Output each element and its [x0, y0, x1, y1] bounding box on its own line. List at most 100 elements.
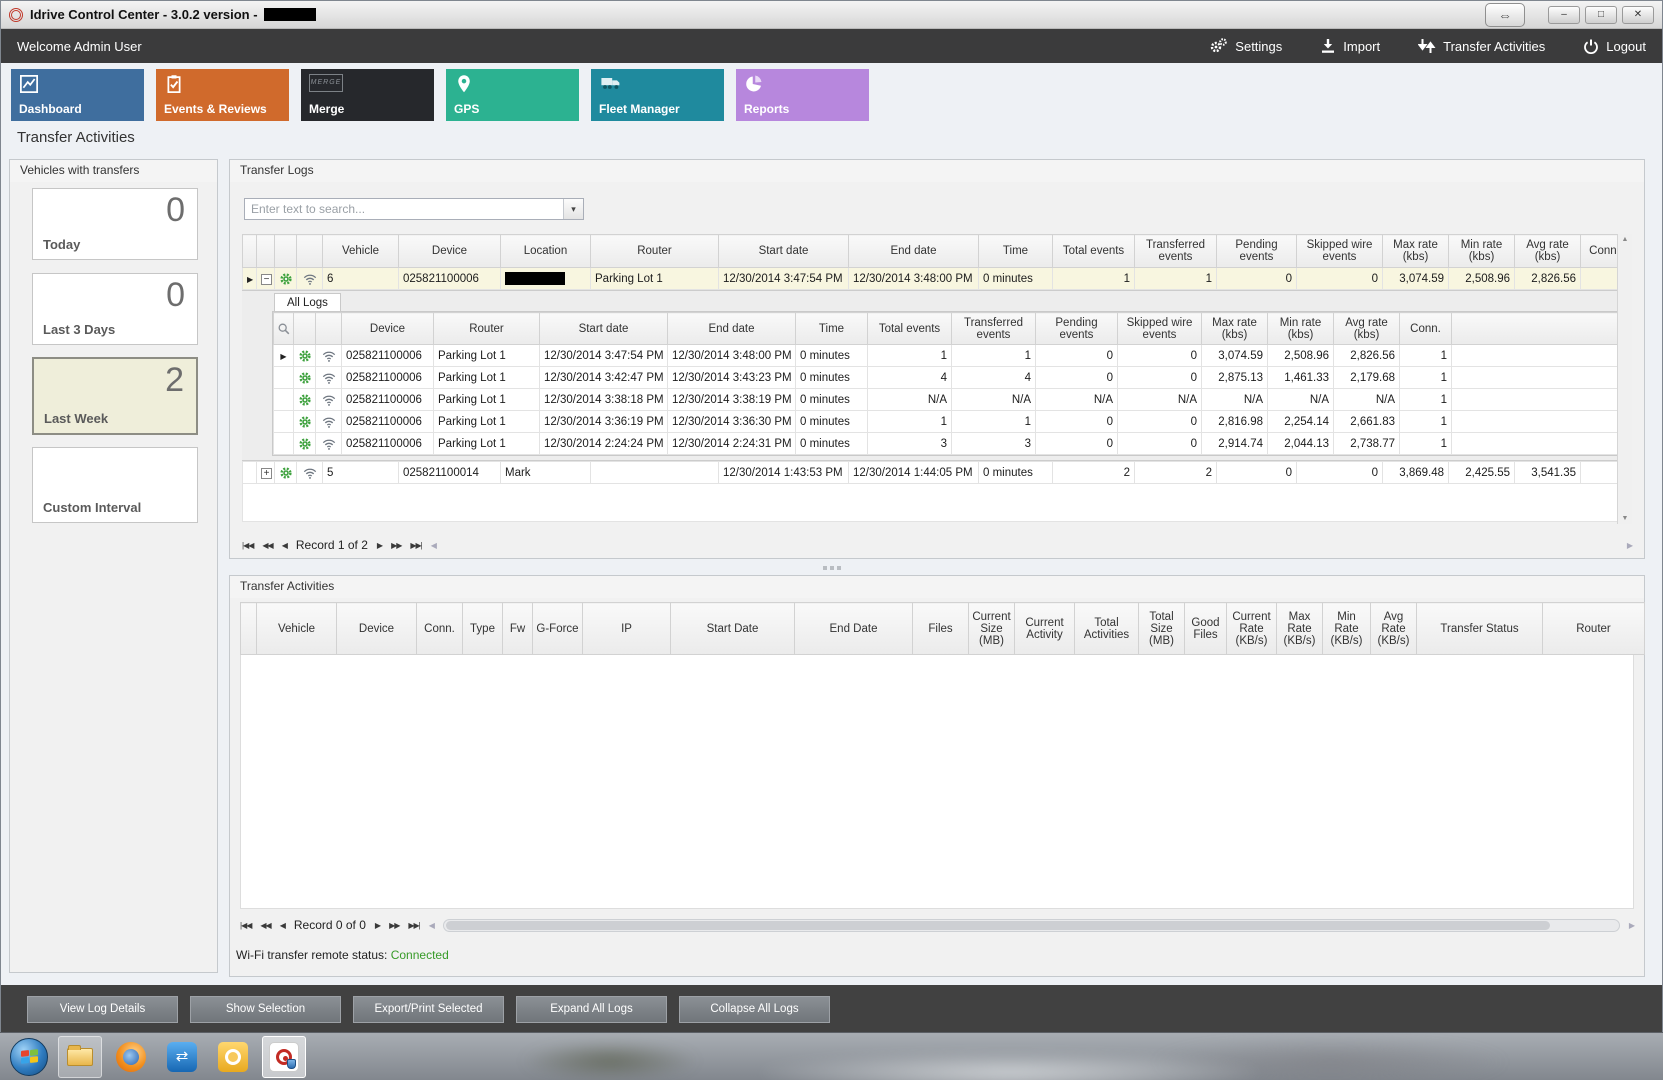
search-input[interactable]: [245, 199, 563, 219]
horizontal-scrollbar[interactable]: [442, 918, 1620, 932]
tab-fleet-manager[interactable]: Fleet Manager: [591, 69, 724, 121]
nav-next-icon[interactable]: ▶: [374, 920, 381, 930]
interval-card-today[interactable]: 0 Today: [32, 188, 198, 260]
windows-start-icon: [10, 1037, 48, 1076]
search-combo: ▾: [244, 198, 584, 220]
wifi-icon: [322, 415, 336, 429]
nav-first-icon[interactable]: |◀◀: [240, 920, 252, 930]
app-window: Idrive Control Center - 3.0.2 version - …: [0, 0, 1663, 1033]
settings-menu-item[interactable]: Settings: [1210, 38, 1282, 54]
gear-icon[interactable]: [279, 466, 293, 480]
power-icon: [1584, 39, 1599, 54]
page-title: Transfer Activities: [17, 129, 135, 146]
file-explorer-icon: [67, 1044, 93, 1066]
view-log-details-button[interactable]: View Log Details: [27, 995, 178, 1023]
interval-card-custom[interactable]: Custom Interval: [32, 447, 198, 523]
nav-prev-page-icon[interactable]: ◀◀: [260, 920, 271, 930]
tab-all-logs[interactable]: All Logs: [274, 293, 341, 311]
interval-card-last-3-days[interactable]: 0 Last 3 Days: [32, 273, 198, 345]
nav-prev-icon[interactable]: ◀: [279, 920, 286, 930]
show-selection-button[interactable]: Show Selection: [190, 995, 341, 1023]
nav-last-icon[interactable]: ▶▶|: [410, 540, 422, 550]
collapse-all-logs-button[interactable]: Collapse All Logs: [679, 995, 830, 1023]
title-bar: Idrive Control Center - 3.0.2 version - …: [1, 1, 1662, 29]
logs-record-navigator: |◀◀ ◀◀ ◀ Record 1 of 2 ▶ ▶▶ ▶▶| ◀ ▶: [242, 538, 1633, 552]
collapse-toggle-icon[interactable]: −: [261, 273, 272, 285]
location-redaction-box: [505, 272, 565, 285]
gear-icon[interactable]: [279, 272, 293, 286]
hscroll-left-icon[interactable]: ◀: [428, 920, 435, 930]
download-icon: [1322, 39, 1335, 53]
sublog-row[interactable]: 025821100006 Parking Lot 1 12/30/2014 3:…: [273, 388, 1627, 411]
nav-next-icon[interactable]: ▶: [376, 540, 383, 550]
sublog-row[interactable]: 025821100006 Parking Lot 1 12/30/2014 2:…: [273, 432, 1627, 455]
close-button[interactable]: ✕: [1622, 5, 1654, 24]
activities-record-navigator: |◀◀ ◀◀ ◀ Record 0 of 0 ▶ ▶▶ ▶▶| ◀ ▶: [240, 918, 1635, 932]
nav-prev-page-icon[interactable]: ◀◀: [262, 540, 273, 550]
sublog-row[interactable]: 025821100006 Parking Lot 1 12/30/2014 3:…: [273, 366, 1627, 389]
search-icon[interactable]: [277, 322, 291, 336]
expand-all-logs-button[interactable]: Expand All Logs: [516, 995, 667, 1023]
tab-merge[interactable]: MERGE Merge: [301, 69, 434, 121]
firefox-icon: [116, 1041, 146, 1072]
tab-events-reviews[interactable]: Events & Reviews: [156, 69, 289, 121]
expand-toggle-icon[interactable]: +: [261, 467, 272, 479]
taskbar-outlook[interactable]: [211, 1036, 255, 1078]
logout-menu-item[interactable]: Logout: [1583, 38, 1646, 54]
taskbar-firefox[interactable]: [109, 1036, 153, 1078]
gear-icon[interactable]: [298, 437, 312, 451]
footer-button-bar: View Log Details Show Selection Export/P…: [1, 985, 1662, 1033]
start-button[interactable]: [7, 1036, 51, 1078]
dock-toggle-button[interactable]: ⇔: [1485, 2, 1525, 27]
tab-dashboard[interactable]: Dashboard: [11, 69, 144, 121]
wifi-status-label: Wi-Fi transfer remote status:: [236, 948, 388, 962]
transfer-activities-panel: Transfer Activities Vehicle Device Conn.…: [229, 575, 1645, 977]
sidebar-panel-title: Vehicles with transfers: [10, 160, 217, 182]
vehicles-with-transfers-panel: Vehicles with transfers 0 Today 0 Last 3…: [9, 159, 218, 973]
clipboard-check-icon: [167, 75, 181, 93]
selected-row-indicator-icon: ▶: [280, 351, 287, 361]
app-icon: [9, 7, 23, 22]
maximize-button[interactable]: □: [1585, 5, 1617, 24]
log-row-2[interactable]: + 5 025821100014 Mark 12/30/2014 1:43:53…: [242, 461, 1632, 484]
transfer-arrows-icon: [1418, 39, 1436, 53]
wifi-icon: [322, 437, 336, 451]
hscroll-right-icon[interactable]: ▶: [1628, 920, 1635, 930]
panel-splitter[interactable]: [1, 564, 1662, 572]
map-pin-icon: [458, 75, 470, 93]
minimize-button[interactable]: –: [1548, 5, 1580, 24]
interval-card-last-week[interactable]: 2 Last Week: [32, 357, 198, 435]
activities-table: Vehicle Device Conn. Type Fw G-Force IP …: [240, 602, 1645, 655]
hscroll-right-icon[interactable]: ▶: [1626, 540, 1633, 550]
transfer-activities-menu-item[interactable]: Transfer Activities: [1418, 38, 1545, 54]
wifi-status-line: Wi-Fi transfer remote status: Connected: [236, 948, 449, 962]
nav-last-icon[interactable]: ▶▶|: [408, 920, 420, 930]
gears-icon: [1211, 38, 1228, 53]
gear-icon[interactable]: [298, 371, 312, 385]
nav-next-page-icon[interactable]: ▶▶: [391, 540, 402, 550]
taskbar-teamviewer[interactable]: ⇄: [160, 1036, 204, 1078]
nav-next-page-icon[interactable]: ▶▶: [389, 920, 400, 930]
gear-icon[interactable]: [298, 393, 312, 407]
taskbar-file-explorer[interactable]: [58, 1035, 102, 1078]
gear-icon[interactable]: [298, 349, 312, 363]
wifi-icon: [303, 466, 317, 480]
all-logs-table: Device Router Start date End date Time T…: [273, 312, 1627, 455]
gear-icon[interactable]: [298, 415, 312, 429]
dropdown-button[interactable]: ▾: [563, 199, 583, 219]
taskbar-idrive[interactable]: [262, 1035, 306, 1078]
export-print-selected-button[interactable]: Export/Print Selected: [353, 995, 504, 1023]
vertical-scrollbar[interactable]: ▲ ▼: [1617, 234, 1632, 524]
trucks-icon: [601, 78, 620, 89]
nav-prev-icon[interactable]: ◀: [281, 540, 288, 550]
nav-first-icon[interactable]: |◀◀: [242, 540, 254, 550]
hscroll-left-icon[interactable]: ◀: [430, 540, 437, 550]
idrive-icon: [269, 1041, 299, 1072]
tab-gps[interactable]: GPS: [446, 69, 579, 121]
top-nav-bar: Welcome Admin User Settings Import: [1, 29, 1662, 63]
sublog-row[interactable]: 025821100006 Parking Lot 1 12/30/2014 3:…: [273, 410, 1627, 433]
sublog-row[interactable]: ▶ 025821100006 Parking Lot 1 12/30/2014 …: [273, 344, 1627, 367]
tab-reports[interactable]: Reports: [736, 69, 869, 121]
log-row-1[interactable]: ▶ − 6 025821100006 Parking Lot 1 12/30/2…: [242, 267, 1632, 290]
import-menu-item[interactable]: Import: [1320, 38, 1380, 54]
